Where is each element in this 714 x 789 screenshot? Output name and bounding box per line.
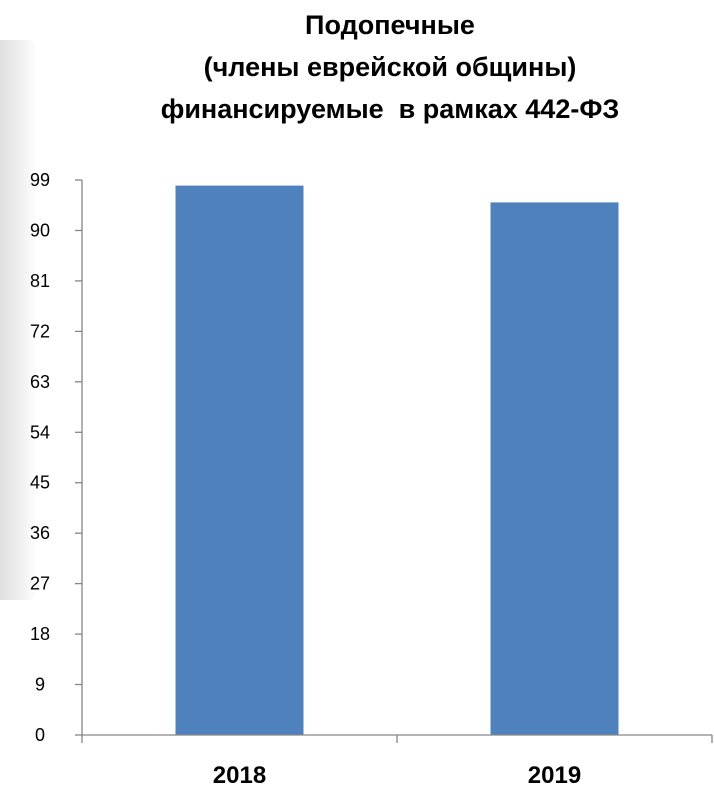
y-tick-label: 18 bbox=[30, 624, 50, 644]
chart-title-line-2: (члены еврейской общины) bbox=[203, 52, 577, 82]
chart-title: Подопечные (члены еврейской общины) фина… bbox=[100, 4, 680, 130]
y-tick-label: 99 bbox=[30, 170, 50, 190]
background-shade bbox=[0, 40, 38, 600]
y-tick-label: 63 bbox=[30, 372, 50, 392]
x-category-label: 2019 bbox=[528, 762, 581, 789]
x-category-label: 2018 bbox=[213, 762, 266, 789]
y-tick-label: 27 bbox=[30, 574, 50, 594]
y-tick-label: 81 bbox=[30, 271, 50, 291]
bar-2019 bbox=[490, 202, 619, 735]
y-tick-label: 9 bbox=[35, 675, 45, 695]
y-tick-label: 54 bbox=[30, 422, 50, 442]
y-tick-label: 45 bbox=[30, 473, 50, 493]
y-tick-label: 36 bbox=[30, 523, 50, 543]
bar-2018 bbox=[175, 185, 304, 736]
y-tick-label: 0 bbox=[35, 725, 45, 745]
y-tick-label: 72 bbox=[30, 321, 50, 341]
chart-title-line-3: финансируемые в рамках 442-ФЗ bbox=[160, 94, 620, 124]
chart-title-line-1: Подопечные bbox=[305, 10, 475, 40]
y-tick-label: 90 bbox=[30, 221, 50, 241]
